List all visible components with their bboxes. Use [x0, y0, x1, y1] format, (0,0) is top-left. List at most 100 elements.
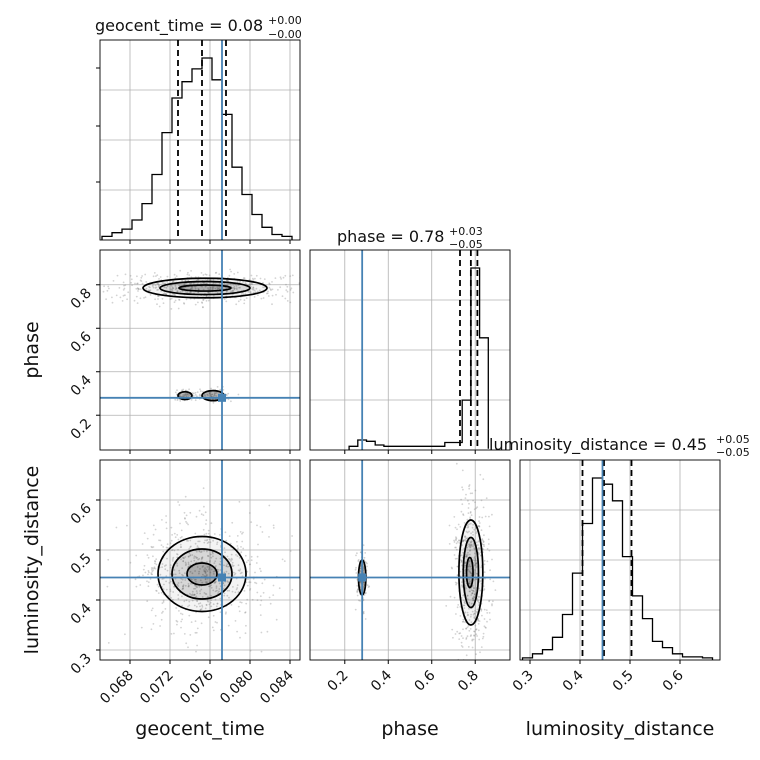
sample-point	[469, 511, 472, 514]
sample-point	[468, 502, 470, 505]
sample-point	[226, 589, 229, 592]
sample-point	[172, 591, 175, 593]
sample-point	[135, 554, 138, 557]
sample-point	[475, 628, 478, 630]
sample-point	[219, 611, 222, 614]
sample-point	[455, 546, 457, 549]
sample-point	[477, 525, 480, 527]
xtick-label-geocent-time-0: 0.068	[97, 668, 137, 708]
sample-point	[458, 539, 460, 542]
sample-point	[464, 621, 466, 624]
sample-point	[250, 274, 253, 277]
sample-point	[225, 300, 228, 303]
sample-point	[464, 535, 466, 538]
sample-point	[187, 646, 189, 649]
sample-point	[124, 284, 127, 287]
sample-point	[470, 541, 472, 544]
sample-point	[238, 610, 241, 613]
sample-point	[174, 398, 177, 401]
sample-point	[469, 549, 472, 552]
sample-point	[165, 564, 167, 566]
sample-point	[239, 286, 242, 289]
frame-phase-luminosity_distance	[309, 459, 511, 661]
sample-point	[198, 394, 201, 397]
sample-point	[193, 557, 196, 559]
sample-point	[453, 541, 456, 543]
sample-point	[473, 548, 476, 551]
sample-point	[155, 590, 158, 592]
sample-point	[480, 609, 483, 612]
sample-point	[466, 537, 469, 540]
density-fill-phase-luminosity_distance-2	[466, 557, 474, 588]
sample-point	[236, 287, 238, 289]
sample-point	[474, 489, 477, 492]
sample-point	[481, 543, 484, 546]
sample-point	[107, 642, 110, 644]
sample-point	[187, 585, 190, 588]
sample-point	[189, 291, 192, 294]
sample-point	[236, 587, 239, 589]
sample-point	[214, 621, 217, 623]
sample-point	[157, 282, 160, 285]
sample-point	[479, 589, 482, 592]
y-label-phase: phase	[21, 321, 43, 378]
sample-point	[452, 636, 454, 639]
sample-point	[160, 618, 163, 621]
sample-point	[359, 551, 362, 554]
sample-point	[212, 614, 215, 617]
sample-point	[478, 525, 480, 528]
sample-point	[237, 284, 240, 286]
sample-point	[171, 280, 174, 283]
panel-geocent_time-phase	[100, 250, 300, 450]
sample-point	[137, 288, 140, 290]
sample-point	[177, 594, 180, 596]
sample-point	[240, 546, 242, 548]
sample-point	[209, 393, 212, 396]
sample-point	[143, 564, 146, 567]
sample-point	[356, 584, 359, 587]
sample-point	[470, 594, 473, 596]
sample-point	[475, 562, 477, 565]
sample-point	[198, 509, 201, 512]
sample-point	[185, 282, 188, 285]
sample-point	[177, 307, 180, 310]
sample-point	[185, 642, 188, 645]
sample-point	[199, 551, 202, 553]
sample-point	[356, 591, 359, 594]
sample-point	[290, 287, 293, 290]
sample-point	[161, 281, 164, 284]
sample-point	[483, 571, 486, 573]
sample-point	[465, 654, 468, 657]
sample-point	[148, 289, 151, 292]
sample-point	[268, 283, 271, 286]
sample-point	[193, 593, 196, 596]
sample-point	[195, 580, 197, 583]
sample-point	[176, 553, 179, 556]
sample-point	[477, 622, 480, 625]
sample-point	[277, 289, 279, 291]
sample-point	[141, 543, 144, 545]
sample-point	[267, 295, 270, 297]
sample-point	[190, 545, 192, 548]
sample-point	[129, 561, 132, 564]
sample-point	[193, 555, 196, 558]
sample-point	[249, 563, 252, 566]
sample-point	[206, 278, 209, 281]
sample-point	[480, 674, 482, 676]
hist-frame-luminosity-distance	[519, 459, 721, 661]
sample-point	[184, 572, 186, 574]
sample-point	[178, 299, 181, 301]
sample-point	[196, 664, 198, 666]
sample-point	[474, 610, 476, 612]
sample-point	[215, 587, 218, 589]
sample-point	[210, 584, 213, 587]
ytick-label-phase-1: 0.4	[68, 372, 95, 399]
sample-point	[206, 550, 208, 553]
sample-point	[472, 499, 474, 502]
sample-point	[216, 292, 219, 294]
sample-point	[183, 557, 185, 560]
sample-point	[362, 566, 365, 568]
sample-point	[188, 604, 191, 607]
sample-point	[168, 582, 171, 584]
